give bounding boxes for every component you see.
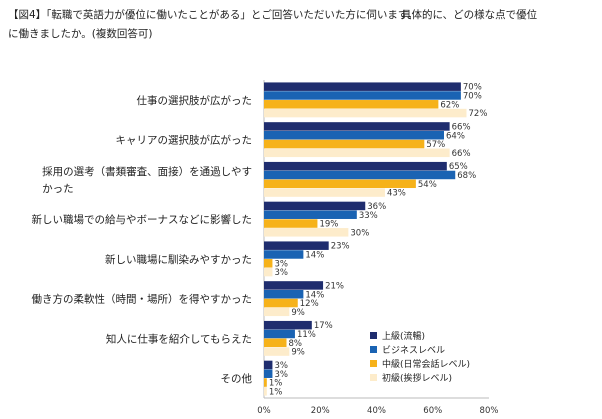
x-tick-label: 20%: [311, 406, 330, 416]
bar: [264, 161, 447, 171]
data-label: 54%: [418, 180, 437, 190]
bar: [264, 130, 444, 140]
data-label: 3%: [274, 361, 288, 371]
data-label: 9%: [291, 308, 305, 318]
legend-label: ビジネスレベル: [382, 345, 445, 356]
bar: [264, 179, 416, 189]
legend-swatch: [370, 332, 377, 339]
legend-swatch: [370, 360, 377, 367]
category-label: 仕事の選択肢が広がった: [137, 94, 253, 107]
bar: [264, 82, 461, 91]
figure-heading: 【図4】「転職で英語力が優位に働いたことがある」とご回答いただいた方に伺います。…: [8, 6, 598, 44]
data-label: 43%: [387, 189, 406, 199]
bar: [264, 307, 290, 317]
bar: [264, 267, 273, 277]
data-label: 14%: [305, 290, 324, 300]
data-label: 57%: [426, 140, 445, 150]
bar: [264, 228, 349, 237]
data-label: 65%: [449, 162, 468, 172]
bar: [264, 170, 456, 180]
data-label: 12%: [300, 299, 319, 309]
category-label: 働き方の柔軟性（時間・場所）を得やすかった: [32, 293, 253, 306]
data-label: 30%: [350, 228, 369, 238]
data-label: 17%: [314, 321, 333, 331]
data-label: 1%: [269, 387, 283, 397]
bar: [264, 139, 425, 149]
data-label: 14%: [305, 251, 324, 261]
bar: [264, 320, 312, 330]
data-label: 3%: [274, 370, 288, 380]
data-label: 72%: [469, 109, 488, 119]
data-label: 8%: [289, 339, 303, 349]
data-label: 66%: [452, 122, 471, 132]
bar: [264, 122, 450, 131]
bar: [264, 298, 298, 308]
bar: [264, 281, 324, 290]
bar: [264, 210, 357, 219]
category-label: 知人に仕事を紹介してもらえた: [106, 332, 252, 345]
legend-label: 初級(挨拶レベル): [382, 372, 452, 384]
data-label: 64%: [446, 131, 465, 141]
data-label: 3%: [274, 259, 288, 269]
bar: [264, 347, 290, 356]
category-label: 新しい職場での給与やボーナスなどに影響した: [32, 213, 253, 226]
x-tick-label: 80%: [480, 406, 499, 416]
data-label: 3%: [274, 268, 288, 278]
bar: [264, 201, 366, 211]
category-label: 採用の選考（書類審査、面接）を通過しやす: [42, 165, 252, 178]
data-label: 1%: [269, 379, 283, 389]
legend-label: 中級(日常会話レベル): [382, 358, 470, 370]
bar: [264, 100, 439, 109]
data-label: 23%: [331, 242, 350, 252]
bar: [264, 148, 450, 158]
legend-swatch: [370, 374, 377, 381]
bar: [264, 329, 295, 339]
bar: [264, 360, 273, 370]
bar: [264, 250, 304, 259]
legend-label: 上級(流暢): [382, 330, 425, 342]
bar: [264, 91, 461, 100]
heading-line-1: 【図4】「転職で英語力が優位に働いたことがある」とご回答いただいた方に伺います。: [8, 9, 418, 21]
legend-swatch: [370, 346, 377, 353]
data-label: 70%: [463, 83, 482, 93]
bar: [264, 219, 318, 228]
data-label: 9%: [291, 348, 305, 358]
data-label: 68%: [457, 171, 476, 181]
bar: [264, 241, 329, 250]
data-label: 62%: [440, 100, 459, 110]
bar: [264, 259, 273, 268]
category-label: キャリアの選択肢が広がった: [116, 134, 253, 147]
x-tick-label: 0%: [257, 406, 271, 416]
data-label: 21%: [325, 281, 344, 291]
bar: [264, 108, 467, 118]
bar: [264, 369, 273, 378]
category-label: かった: [42, 183, 74, 195]
bar: [264, 289, 304, 299]
category-label: その他: [221, 372, 253, 385]
data-label: 11%: [297, 330, 316, 340]
x-tick-label: 60%: [423, 406, 442, 416]
bar: [264, 338, 287, 348]
data-label: 36%: [367, 202, 386, 212]
data-label: 66%: [452, 149, 471, 159]
bar: [264, 387, 267, 396]
x-tick-label: 40%: [367, 406, 386, 416]
heading-line-1-continued: 具体的に、どの様な点で優位: [401, 9, 538, 21]
bar: [264, 378, 267, 387]
heading-line-2: に働きましたか。(複数回答可): [8, 28, 153, 40]
data-label: 33%: [359, 211, 378, 221]
data-label: 19%: [319, 220, 338, 230]
data-label: 70%: [463, 92, 482, 102]
category-label: 新しい職場に馴染みやすかった: [105, 253, 252, 266]
bar: [264, 188, 385, 197]
